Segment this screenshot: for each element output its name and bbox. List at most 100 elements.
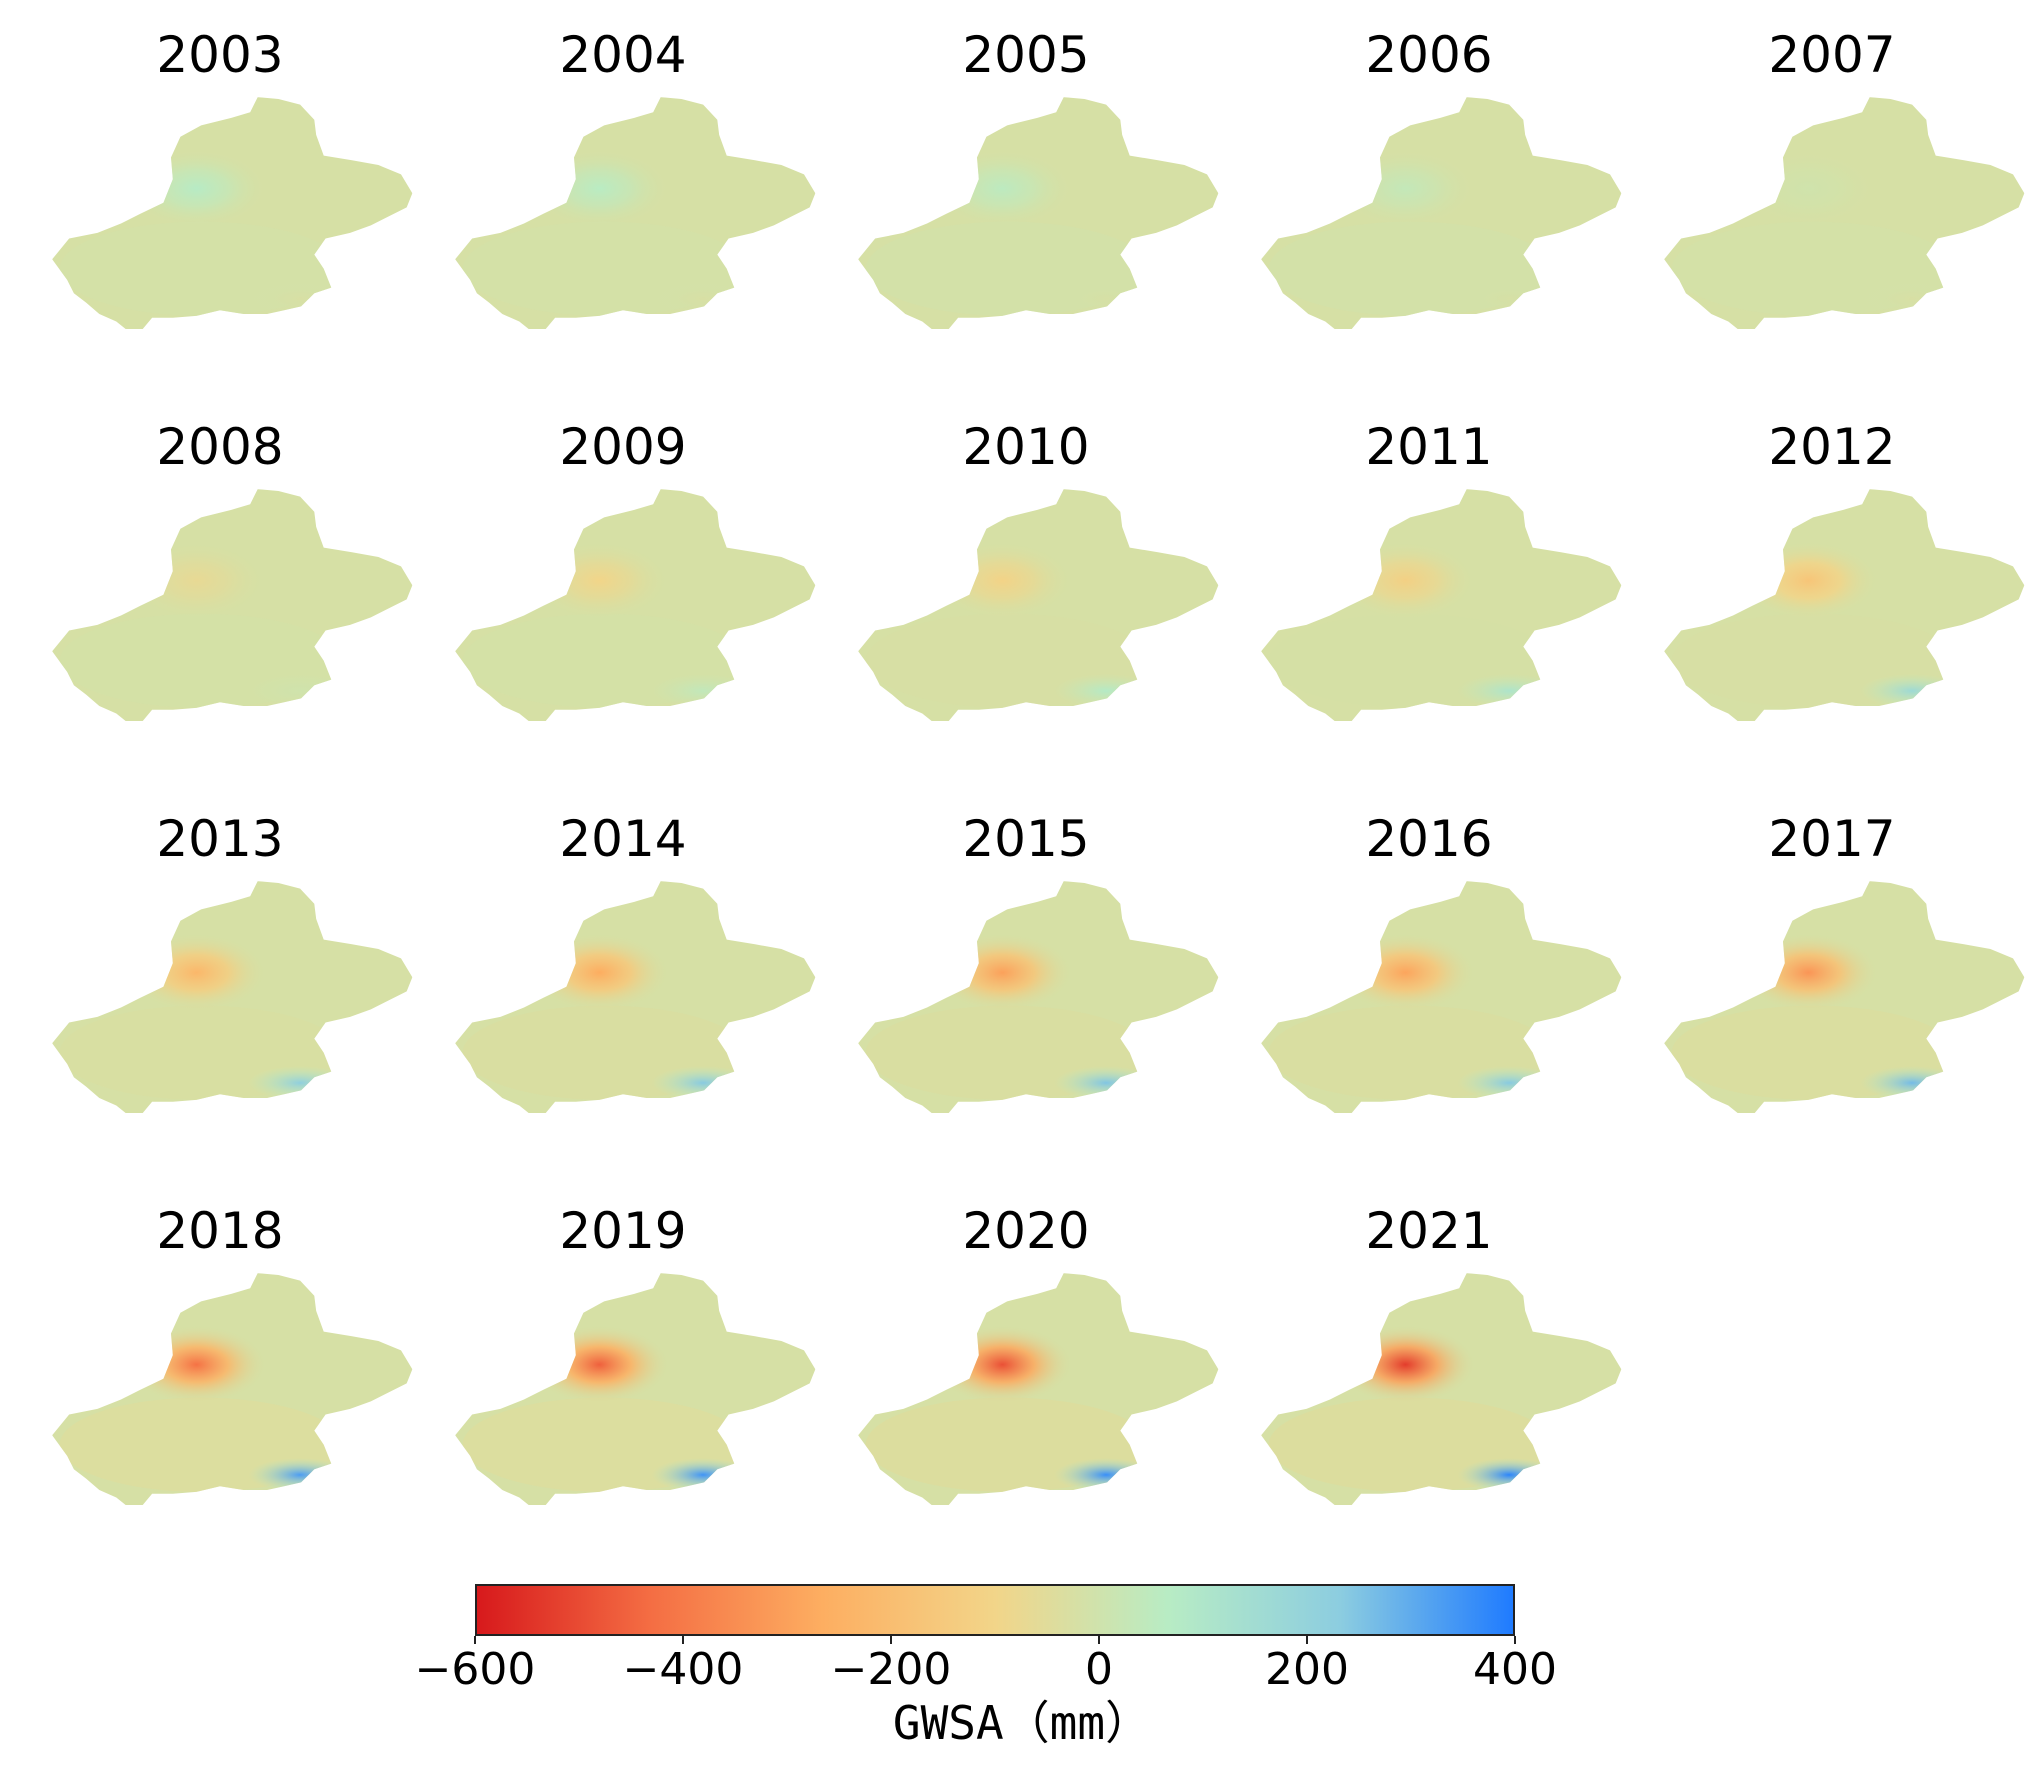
region-map — [1664, 489, 2025, 722]
southeast-anomaly — [1860, 673, 1964, 708]
panel-year-title: 2005 — [962, 26, 1090, 84]
depletion-hotspot — [1334, 148, 1477, 229]
southeast-anomaly — [1457, 1065, 1561, 1100]
colorbar-tick-label: −200 — [830, 1644, 952, 1695]
depletion-hotspot — [1334, 540, 1477, 621]
map-panel-2012: 2012 — [1632, 392, 2032, 722]
region-map — [52, 97, 413, 330]
map-panel-2020: 2020 — [826, 1176, 1226, 1506]
map-panel-2010: 2010 — [826, 392, 1226, 722]
colorbar-tick — [1514, 1636, 1516, 1644]
panel-year-title: 2019 — [559, 1202, 687, 1260]
southeast-anomaly — [1054, 1457, 1158, 1492]
region-map — [455, 489, 816, 722]
depletion-hotspot — [1334, 1324, 1477, 1405]
southeast-anomaly — [1054, 1065, 1158, 1100]
southeast-anomaly — [248, 281, 352, 316]
map-panel-2021: 2021 — [1229, 1176, 1629, 1506]
region-map — [455, 97, 816, 330]
map-panel-2016: 2016 — [1229, 784, 1629, 1114]
depletion-hotspot — [125, 148, 268, 229]
panel-year-title: 2003 — [156, 26, 284, 84]
region-map — [1664, 881, 2025, 1114]
southeast-anomaly — [1457, 281, 1561, 316]
colorbar-tick-label: 0 — [1085, 1644, 1113, 1695]
southeast-anomaly — [1054, 673, 1158, 708]
map-panel-2009: 2009 — [423, 392, 823, 722]
map-panel-2004: 2004 — [423, 0, 823, 330]
panel-year-title: 2008 — [156, 418, 284, 476]
southeast-anomaly — [651, 673, 755, 708]
depletion-hotspot — [125, 540, 268, 621]
southeast-anomaly — [248, 1065, 352, 1100]
southeast-anomaly — [1457, 1457, 1561, 1492]
region-map — [52, 1273, 413, 1506]
colorbar-tick-label: −600 — [414, 1644, 536, 1695]
southeast-anomaly — [651, 281, 755, 316]
region-map — [858, 881, 1219, 1114]
panel-year-title: 2016 — [1365, 810, 1493, 868]
depletion-hotspot — [528, 148, 671, 229]
depletion-hotspot — [1334, 932, 1477, 1013]
map-panel-2013: 2013 — [20, 784, 420, 1114]
panel-year-title: 2017 — [1768, 810, 1896, 868]
region-map — [858, 97, 1219, 330]
region-map — [858, 1273, 1219, 1506]
depletion-hotspot — [528, 1324, 671, 1405]
panel-year-title: 2007 — [1768, 26, 1896, 84]
region-map — [455, 1273, 816, 1506]
southeast-anomaly — [651, 1065, 755, 1100]
region-map — [1261, 881, 1622, 1114]
panel-year-title: 2014 — [559, 810, 687, 868]
southeast-anomaly — [1054, 281, 1158, 316]
panel-year-title: 2004 — [559, 26, 687, 84]
map-panel-2008: 2008 — [20, 392, 420, 722]
panel-year-title: 2009 — [559, 418, 687, 476]
panel-year-title: 2012 — [1768, 418, 1896, 476]
southeast-anomaly — [248, 1457, 352, 1492]
panel-year-title: 2011 — [1365, 418, 1493, 476]
southeast-anomaly — [1860, 1065, 1964, 1100]
depletion-hotspot — [528, 540, 671, 621]
depletion-hotspot — [125, 932, 268, 1013]
panel-year-title: 2015 — [962, 810, 1090, 868]
colorbar-tick-label: 400 — [1473, 1644, 1557, 1695]
region-map — [858, 489, 1219, 722]
depletion-hotspot — [528, 932, 671, 1013]
southeast-anomaly — [248, 673, 352, 708]
colorbar-tick — [474, 1636, 476, 1644]
region-map — [455, 881, 816, 1114]
map-panel-2019: 2019 — [423, 1176, 823, 1506]
colorbar-tick-label: 200 — [1265, 1644, 1349, 1695]
map-panel-2017: 2017 — [1632, 784, 2032, 1114]
southeast-anomaly — [1457, 673, 1561, 708]
colorbar-tick — [890, 1636, 892, 1644]
depletion-hotspot — [1737, 148, 1880, 229]
colorbar-label: GWSA（mm） — [892, 1696, 1152, 1750]
colorbar — [475, 1584, 1515, 1636]
panel-year-title: 2018 — [156, 1202, 284, 1260]
panel-year-title: 2010 — [962, 418, 1090, 476]
depletion-hotspot — [931, 540, 1074, 621]
region-map — [1261, 1273, 1622, 1506]
depletion-hotspot — [1737, 540, 1880, 621]
colorbar-tick-label: −400 — [622, 1644, 744, 1695]
region-map — [52, 881, 413, 1114]
region-map — [1664, 97, 2025, 330]
map-panel-2005: 2005 — [826, 0, 1226, 330]
depletion-hotspot — [931, 148, 1074, 229]
map-panel-2014: 2014 — [423, 784, 823, 1114]
map-panel-2015: 2015 — [826, 784, 1226, 1114]
depletion-hotspot — [931, 1324, 1074, 1405]
colorbar-tick — [1306, 1636, 1308, 1644]
panel-year-title: 2013 — [156, 810, 284, 868]
region-map — [1261, 97, 1622, 330]
map-panel-2007: 2007 — [1632, 0, 2032, 330]
colorbar-tick — [682, 1636, 684, 1644]
map-panel-2018: 2018 — [20, 1176, 420, 1506]
depletion-hotspot — [931, 932, 1074, 1013]
panel-year-title: 2006 — [1365, 26, 1493, 84]
southeast-anomaly — [651, 1457, 755, 1492]
panel-year-title: 2021 — [1365, 1202, 1493, 1260]
